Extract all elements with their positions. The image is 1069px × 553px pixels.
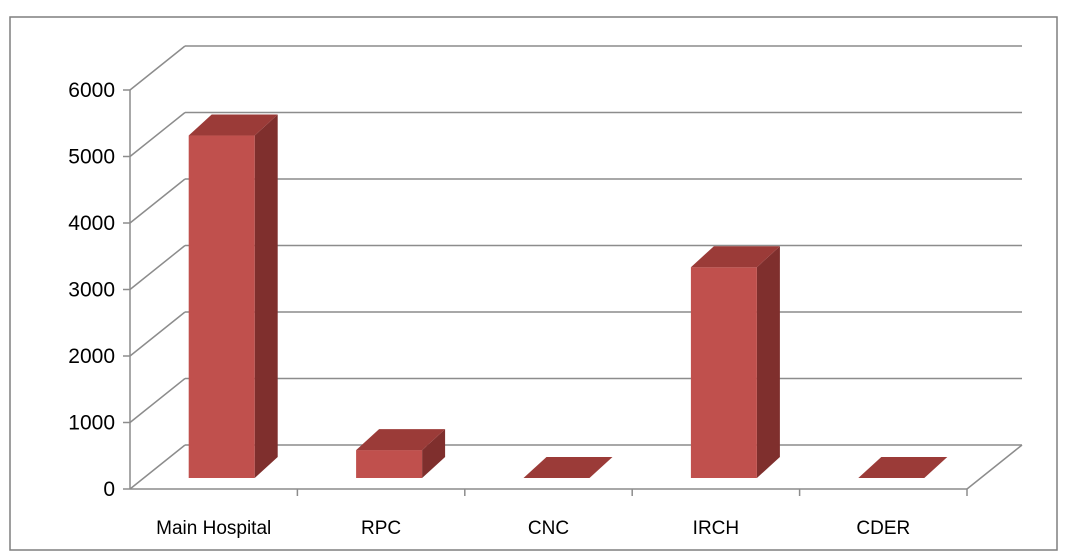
bar-rpc [356,429,446,478]
bar-cnc [523,457,613,478]
bar-top-face [858,457,948,478]
y-tick-label: 4000 [68,212,115,235]
bar-top-face [690,246,780,268]
x-tick-label: Main Hospital [156,518,271,539]
side-gridline [129,311,186,357]
side-gridline [129,178,186,224]
axes [123,89,1023,496]
bar-side-face [254,114,278,479]
y-tick-label: 1000 [68,412,115,435]
floor-right-edge [966,444,1023,490]
side-gridline [129,45,186,91]
bar-irch [690,246,780,478]
y-tick-label: 2000 [68,345,115,368]
bar-front-face [188,135,255,478]
y-tick-label: 0 [103,478,115,501]
y-tick-label: 6000 [68,79,115,102]
floor-left-edge [129,444,186,490]
side-gridline [129,111,186,158]
x-tick-label: IRCH [693,518,739,539]
side-gridline [129,244,186,291]
bars [188,114,948,479]
bar-cder [858,457,948,478]
bar-main-hospital [188,114,278,479]
x-tick-labels: Main Hospital RPC CNC IRCH CDER [156,518,910,539]
y-tick-labels: 0 1000 2000 3000 4000 5000 6000 [68,79,115,501]
bar-top-face [356,429,446,451]
x-tick-label: CDER [856,518,910,539]
side-gridline [129,377,186,424]
gridlines [129,45,1022,424]
bar-side-face [756,246,780,478]
bar-top-face [523,457,613,478]
y-tick-label: 5000 [68,146,115,169]
bar-side-face [422,429,446,478]
x-tick-label: RPC [361,518,401,539]
y-tick-label: 3000 [68,279,115,302]
bar-front-face [690,267,757,478]
x-tick-label: CNC [528,518,569,539]
bar-top-face [188,114,278,136]
bar-front-face [356,450,423,478]
